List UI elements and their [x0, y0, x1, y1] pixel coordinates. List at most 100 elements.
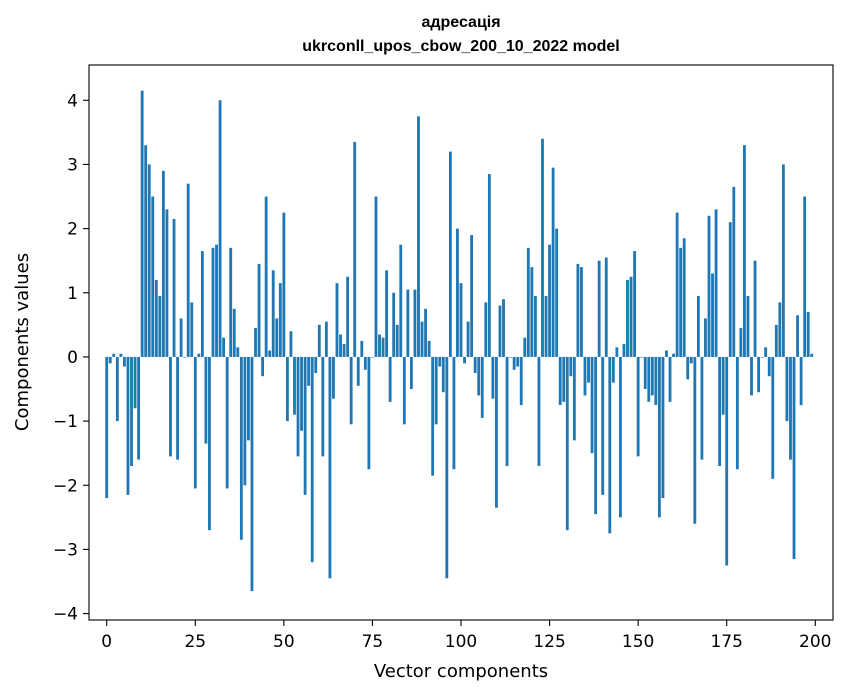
bar: [438, 356, 442, 367]
y-tick-label: −1: [53, 412, 78, 432]
bar: [626, 279, 629, 357]
bar: [441, 356, 445, 393]
bar: [381, 337, 385, 357]
bar: [161, 170, 165, 357]
bar: [193, 356, 197, 489]
x-tick-label: 0: [101, 632, 112, 652]
bar: [417, 116, 420, 357]
bar: [413, 289, 417, 357]
bar: [108, 356, 112, 364]
x-tick-label: 100: [445, 632, 477, 652]
bar: [675, 212, 679, 357]
bar: [643, 356, 647, 390]
bar: [278, 283, 282, 357]
bar: [696, 295, 700, 357]
y-tick-label: 4: [67, 91, 78, 111]
bar: [250, 356, 254, 592]
bar: [424, 308, 427, 357]
bar: [307, 356, 311, 386]
x-tick-label: 125: [533, 632, 565, 652]
bar: [190, 302, 194, 357]
x-axis-ticks: 0 25 50 75 100 125 150 175 200: [101, 620, 832, 652]
bar: [714, 209, 718, 357]
bar: [427, 340, 431, 357]
bar: [580, 267, 583, 357]
bar: [371, 356, 374, 358]
bar: [378, 334, 381, 357]
bar: [239, 356, 243, 540]
bar: [409, 356, 413, 390]
bar: [133, 356, 137, 409]
bar: [112, 353, 116, 357]
bar: [746, 295, 750, 357]
bar: [498, 305, 502, 357]
bar: [105, 356, 109, 499]
bar: [332, 356, 335, 399]
bar: [810, 353, 814, 357]
bar: [448, 151, 452, 357]
bar: [672, 353, 675, 357]
bar: [130, 356, 133, 467]
bar: [750, 356, 753, 396]
x-tick-label: 50: [273, 632, 295, 652]
bar: [147, 164, 151, 357]
bar: [665, 350, 668, 357]
bar: [718, 356, 722, 467]
y-axis-ticks: −4 −3 −2 −1 0 1 2 3 4: [53, 91, 89, 625]
bar: [523, 337, 527, 357]
bar: [183, 356, 187, 358]
bar: [601, 356, 605, 495]
bar: [735, 356, 739, 470]
bar: [796, 315, 799, 357]
x-tick-label: 25: [184, 632, 206, 652]
x-tick-label: 175: [710, 632, 742, 652]
bar: [491, 356, 495, 399]
bar: [789, 356, 792, 460]
bar: [218, 100, 222, 357]
bar: [661, 356, 665, 499]
bar: [335, 283, 339, 357]
bar: [225, 356, 229, 489]
bar: [215, 244, 218, 357]
bar: [360, 340, 364, 357]
bar: [399, 244, 403, 357]
bar: [324, 321, 328, 357]
bar: [222, 337, 226, 357]
bar: [420, 321, 424, 357]
y-tick-label: 0: [67, 348, 78, 368]
bar: [388, 356, 392, 402]
bar: [728, 222, 732, 357]
bar: [774, 324, 778, 357]
bars-group: [105, 90, 814, 592]
y-tick-label: −2: [53, 476, 78, 496]
bar: [261, 356, 265, 377]
bar: [526, 247, 530, 357]
bar: [512, 356, 516, 370]
bar: [208, 356, 211, 531]
bar: [562, 356, 566, 402]
bar: [300, 356, 303, 431]
x-tick-label: 150: [622, 632, 654, 652]
bar: [495, 356, 498, 508]
bar: [640, 356, 644, 358]
y-tick-label: −4: [53, 605, 78, 625]
bar: [647, 356, 651, 402]
bar: [211, 247, 215, 357]
bar: [679, 247, 683, 357]
bar: [254, 328, 257, 357]
bar: [342, 344, 346, 357]
bar: [137, 356, 141, 460]
x-tick-label: 75: [362, 632, 384, 652]
bar: [778, 302, 782, 357]
bar: [310, 356, 314, 563]
bar: [590, 356, 594, 454]
bar: [686, 356, 690, 380]
bar: [509, 356, 513, 358]
bar: [597, 260, 601, 357]
bar: [257, 263, 261, 357]
bar: [650, 356, 654, 396]
bar: [431, 356, 435, 476]
bar: [764, 347, 768, 357]
